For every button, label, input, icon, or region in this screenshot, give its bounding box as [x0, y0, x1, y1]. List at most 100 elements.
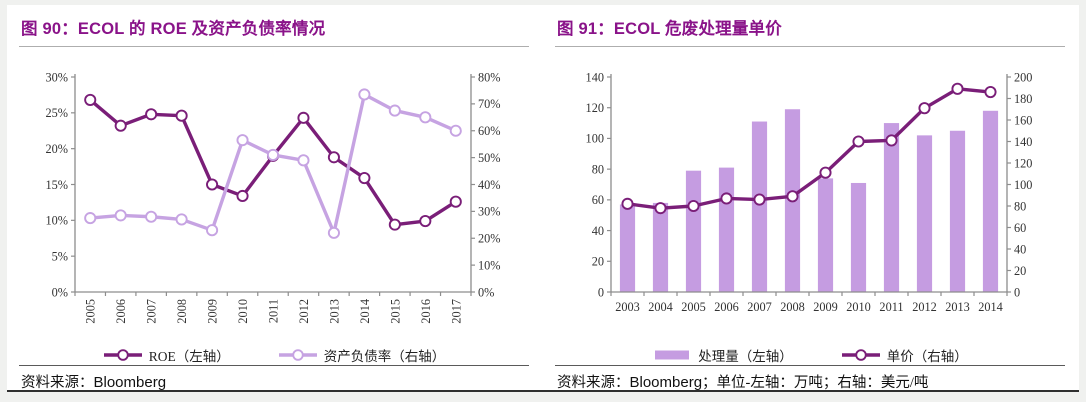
bar	[817, 178, 834, 292]
left-axis-tick-label: 0%	[52, 285, 68, 299]
data-point-marker	[175, 213, 188, 226]
data-point-marker	[206, 224, 219, 237]
bar	[883, 123, 900, 292]
right-axis-tick-label: 0%	[478, 285, 494, 299]
right-axis-tick-label: 160	[1014, 113, 1032, 127]
data-point-marker	[449, 195, 462, 208]
right-axis-tick-label: 70%	[478, 97, 501, 111]
legend-label: 单价（右轴）	[886, 349, 968, 364]
right-axis-tick-label: 20	[1014, 264, 1026, 278]
data-point-marker	[297, 154, 310, 167]
left-axis-tick-label: 20%	[45, 142, 68, 156]
bar	[751, 121, 768, 293]
right-axis-tick-label: 140	[1014, 135, 1032, 149]
x-axis-label: 2007	[747, 300, 772, 314]
data-point-marker	[984, 86, 997, 99]
x-axis-label: 2004	[648, 300, 673, 314]
data-point-marker	[175, 109, 188, 122]
left-axis-tick-label: 120	[586, 101, 604, 115]
left-axis-tick-label: 100	[586, 132, 604, 146]
data-point-marker	[918, 102, 931, 115]
x-axis-label: 2010	[236, 299, 250, 324]
data-point-marker	[145, 210, 158, 223]
figure-90-source-note: 资料来源： Bloomberg	[19, 365, 529, 398]
left-axis-tick-label: 40	[592, 224, 604, 238]
data-point-marker	[84, 212, 97, 225]
data-point-marker	[114, 209, 127, 222]
bar	[949, 130, 966, 292]
left-axis-tick-label: 20	[592, 255, 604, 269]
left-axis-tick-label: 5%	[52, 249, 68, 263]
left-axis-tick-label: 10%	[45, 214, 68, 228]
legend-label: ROE（左轴）	[148, 349, 230, 364]
right-axis-tick-label: 40%	[478, 178, 501, 192]
data-point-marker	[358, 172, 371, 185]
right-axis-tick-label: 80%	[478, 70, 501, 84]
data-point-marker	[388, 104, 401, 117]
figure-91-panel: 图 91：ECOL 危废处理量单价 0 20 40 60 80 100 120 140 0 20 4…	[555, 13, 1065, 391]
x-axis-label: 2013	[945, 300, 970, 314]
left-axis-tick-label: 30%	[45, 70, 68, 84]
figure-91-legend: 处理量（左轴） 单价（右轴）	[555, 345, 1065, 365]
x-axis-label: 2007	[145, 299, 159, 324]
figure-90-legend: ROE（左轴） 资产负债率（右轴）	[19, 345, 529, 365]
data-point-marker	[358, 88, 371, 101]
x-axis-label: 2009	[813, 300, 838, 314]
data-point-marker	[449, 124, 462, 137]
data-point-marker	[654, 202, 667, 215]
bar	[718, 167, 735, 292]
x-axis-label: 2003	[615, 300, 640, 314]
data-point-marker	[885, 134, 898, 147]
left-axis-tick-label: 15%	[45, 178, 68, 192]
x-axis-label: 2011	[267, 299, 281, 323]
data-point-marker	[753, 193, 766, 206]
data-point-marker	[388, 218, 401, 231]
right-axis-tick-label: 60%	[478, 124, 501, 138]
x-axis-label: 2016	[419, 299, 433, 324]
right-axis-tick-label: 20%	[478, 232, 501, 246]
data-point-marker	[720, 192, 733, 205]
legend-item: 单价（右轴）	[841, 345, 968, 365]
right-axis-tick-label: 180	[1014, 92, 1032, 106]
right-axis-tick-label: 200	[1014, 70, 1032, 84]
data-point-marker	[114, 119, 127, 132]
data-point-marker	[84, 93, 97, 106]
legend-item: 资产负债率（右轴）	[278, 345, 445, 365]
data-point-marker	[327, 226, 340, 239]
bar	[619, 204, 636, 292]
figure-90-chart: 0% 5% 10% 15% 20% 25% 30% 0% 10% 20% 30% 40% 50% 60% 7…	[19, 53, 529, 345]
left-axis-tick-label: 60	[592, 193, 604, 207]
legend-swatch-icon	[655, 350, 690, 360]
source-label: 资料来源：	[21, 375, 94, 391]
right-axis-tick-label: 10%	[478, 258, 501, 272]
left-axis-tick-label: 0	[598, 285, 604, 299]
x-axis-label: 2008	[175, 299, 189, 324]
data-point-marker	[786, 190, 799, 203]
data-point-marker	[327, 151, 340, 164]
bar	[982, 110, 999, 293]
right-axis-tick-label: 100	[1014, 178, 1032, 192]
source-name: Bloomberg	[629, 374, 703, 391]
source-label: 资料来源：	[557, 375, 630, 391]
data-point-marker	[236, 134, 249, 147]
figures-page: 图 90：ECOL 的 ROE 及资产负债率情况 0% 5% 10% 15% 20% 25…	[7, 5, 1079, 392]
data-point-marker	[819, 166, 832, 179]
x-axis-label: 2010	[846, 300, 871, 314]
x-axis-label: 2012	[912, 300, 937, 314]
x-axis-label: 2008	[780, 300, 805, 314]
figure-90-panel: 图 90：ECOL 的 ROE 及资产负债率情况 0% 5% 10% 15% 20% 25…	[19, 13, 529, 391]
right-axis-tick-label: 60	[1014, 221, 1026, 235]
data-point-marker	[236, 189, 249, 203]
right-axis-tick-label: 0	[1014, 285, 1020, 299]
data-point-marker	[266, 148, 280, 161]
figure-91-chart: 0 20 40 60 80 100 120 140 0 20 40 60 80 100 120 140 160 1…	[555, 53, 1065, 345]
data-point-marker	[145, 108, 158, 121]
right-axis-tick-label: 50%	[478, 151, 501, 165]
x-axis-label: 2011	[879, 300, 903, 314]
x-axis-label: 2005	[681, 300, 706, 314]
left-axis-tick-label: 80	[592, 162, 604, 176]
x-axis-label: 2014	[358, 299, 372, 324]
data-point-marker	[297, 111, 310, 124]
bar	[850, 182, 867, 292]
data-point-marker	[852, 135, 865, 148]
